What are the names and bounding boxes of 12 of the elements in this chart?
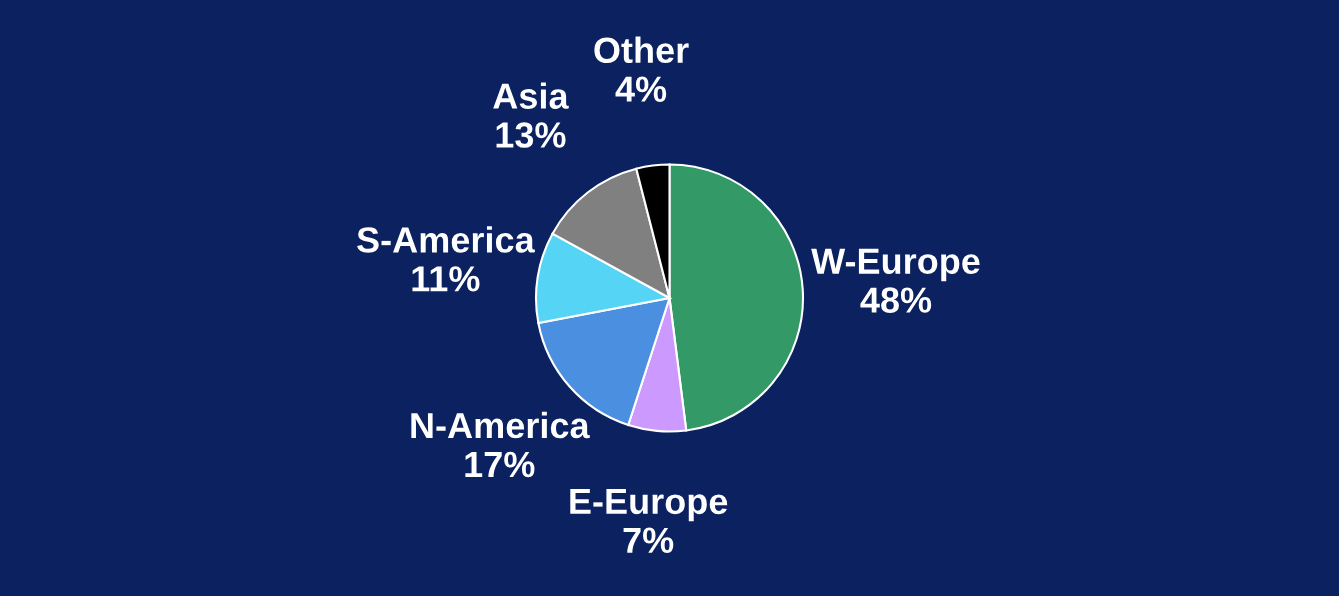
data-label: 17% xyxy=(465,451,535,478)
data-label: 7% xyxy=(623,527,674,554)
slice-label: N-America xyxy=(411,411,590,439)
slice-label: E-Europe xyxy=(570,489,728,522)
slice-label: W-Europe xyxy=(811,248,980,282)
data-label: 48% xyxy=(860,287,932,313)
slice-label: Asia xyxy=(493,82,569,109)
data-label: 13% xyxy=(496,122,566,148)
slice-label: S-America xyxy=(357,226,535,253)
data-label: 4% xyxy=(615,76,667,102)
slice-label: Other xyxy=(594,36,689,64)
data-label: 11% xyxy=(412,266,480,292)
